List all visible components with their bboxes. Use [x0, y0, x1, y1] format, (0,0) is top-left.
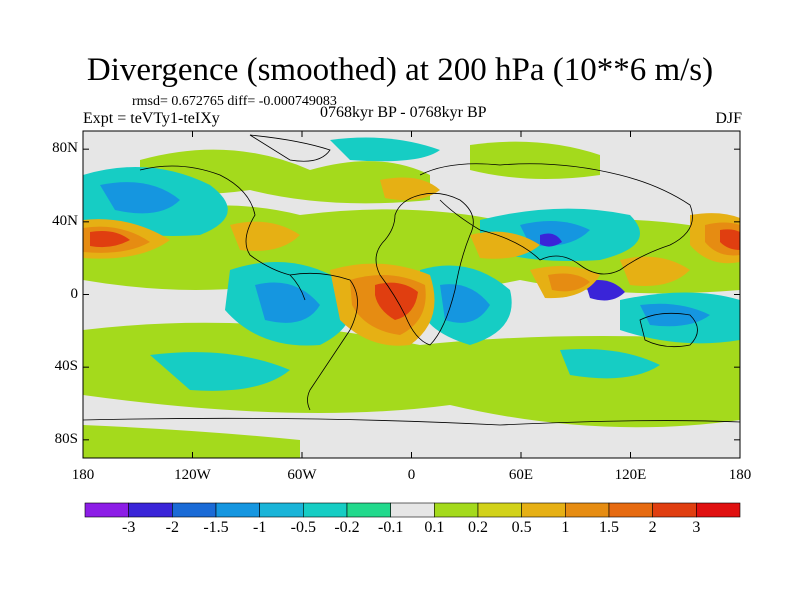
colorbar-label: 0.1	[424, 519, 445, 536]
colorbar-label: -0.2	[334, 519, 360, 536]
colorbar-swatch	[259, 502, 304, 518]
colorbar-label: -1.5	[203, 519, 229, 536]
colorbar	[84, 502, 741, 518]
colorbar-swatch	[696, 502, 741, 518]
colorbar-swatch	[84, 502, 129, 518]
moderate-negative-regions	[100, 182, 710, 327]
colorbar-label: 1	[561, 519, 570, 536]
coastlines	[83, 134, 740, 426]
colorbar-swatch	[128, 502, 173, 518]
y-tick-label: 0	[70, 285, 79, 302]
y-tick-label: 80S	[54, 430, 78, 447]
x-axis-ticks	[82, 131, 741, 458]
colorbar-swatch	[215, 502, 260, 518]
colorbar-swatch	[346, 502, 391, 518]
colorbar-label: -0.1	[377, 519, 404, 536]
x-tick-label: 60E	[508, 467, 534, 483]
x-tick-label: 120W	[174, 467, 211, 483]
colorbar-swatch	[521, 502, 566, 518]
colorbar-swatch	[477, 502, 522, 518]
colorbar-label: 2	[648, 519, 657, 536]
contour-field	[83, 131, 740, 458]
y-tick-label: 40N	[52, 212, 78, 229]
x-tick-label: 0	[407, 467, 416, 483]
colorbar-label: -1	[252, 519, 267, 536]
colorbar-label: 3	[692, 519, 701, 536]
y-axis-ticks	[83, 148, 740, 441]
colorbar-label: 0.5	[511, 519, 532, 536]
period-label: 0768kyr BP - 0768kyr BP	[320, 104, 487, 121]
colorbar-label: -0.5	[290, 519, 316, 536]
y-tick-label: 80N	[52, 140, 78, 157]
colorbar-swatch	[608, 502, 653, 518]
x-tick-label: 60W	[287, 467, 317, 483]
map-title: Divergence (smoothed) at 200 hPa (10**6 …	[86, 52, 714, 88]
season-label: DJF	[715, 110, 742, 127]
very-strong-positive-regions	[90, 229, 740, 320]
colorbar-swatch	[565, 502, 610, 518]
colorbar-label: -2	[165, 519, 179, 536]
strong-negative-regions	[540, 233, 625, 301]
x-tick-label: 180	[728, 467, 752, 483]
colorbar-swatch	[172, 502, 217, 518]
statistics-text: rmsd= 0.672765 diff= -0.000749083	[132, 94, 337, 109]
colorbar-label: 1.5	[599, 519, 619, 536]
colorbar-swatch	[652, 502, 697, 518]
x-tick-label: 180	[71, 467, 95, 483]
colorbar-label: -3	[121, 519, 136, 536]
x-tick-label: 120E	[614, 467, 647, 483]
experiment-label: Expt = teVTy1-teIXy	[83, 110, 220, 127]
y-tick-label: 40S	[54, 358, 78, 375]
colorbar-swatch	[390, 502, 435, 518]
colorbar-swatch	[434, 502, 479, 518]
colorbar-label: 0.2	[468, 519, 488, 536]
colorbar-swatch	[303, 502, 348, 518]
